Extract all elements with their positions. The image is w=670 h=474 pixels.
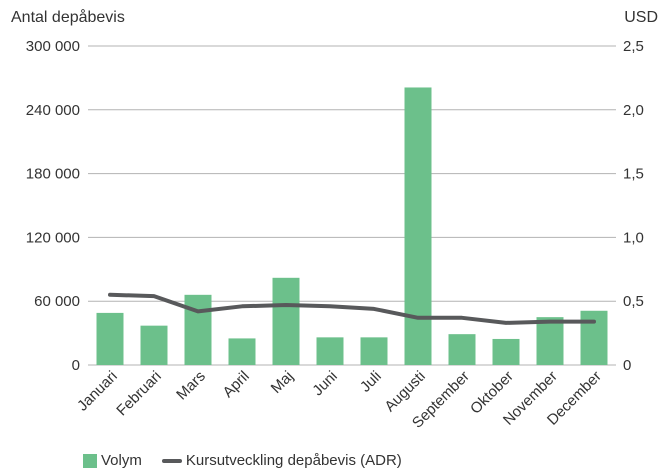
right-tick-label: 1,5 [623,166,644,183]
legend-label-price: Kursutveckling depåbevis (ADR) [185,452,402,469]
right-tick-label: 0,5 [623,293,644,310]
volume-bar [228,338,256,365]
left-axis-ticks: 0 60 000 120 000 180 000 240 000 300 000 [26,38,80,374]
price-line [108,292,596,325]
right-tick-label: 1,0 [623,229,644,246]
right-axis-title: USD [624,9,658,26]
volume-bar [140,325,168,365]
volume-bar [316,337,344,365]
legend-line-swatch [161,458,182,463]
left-tick-label: 300 000 [26,38,80,55]
right-tick-label: 2,0 [623,102,644,119]
volume-bar [536,317,564,365]
left-tick-label: 60 000 [34,293,80,310]
left-tick-label: 0 [72,357,80,374]
left-tick-label: 180 000 [26,166,80,183]
volume-bar [448,334,476,365]
category-label: Mars [173,368,209,404]
gridlines [88,45,616,366]
category-label: Februari [113,368,165,420]
legend-bar-swatch [83,453,97,468]
right-tick-label: 0 [623,357,631,374]
legend-item-price: Kursutveckling depåbevis (ADR) [161,452,402,469]
price-series-line [108,292,596,325]
right-axis-ticks: 0 0,5 1,0 1,5 2,0 2,5 [623,38,644,374]
volume-bar [360,337,388,365]
volume-bar [492,338,520,365]
left-axis-title: Antal depåbevis [11,8,125,26]
volume-bar [580,310,608,365]
volume-bar [184,294,212,365]
legend-label-volume: Volym [101,452,142,469]
category-label: Maj [268,368,297,397]
legend: Volym Kursutveckling depåbevis (ADR) [83,452,422,469]
category-label: Juni [309,368,340,399]
right-tick-label: 2,5 [623,38,644,55]
category-label: April [220,368,253,401]
left-tick-label: 120 000 [26,229,80,246]
left-tick-label: 240 000 [26,102,80,119]
volume-bar [404,87,432,365]
volume-bar [96,312,124,365]
category-label: Juli [357,368,385,396]
volume-bar [272,277,300,365]
legend-item-volume: Volym [83,452,142,469]
